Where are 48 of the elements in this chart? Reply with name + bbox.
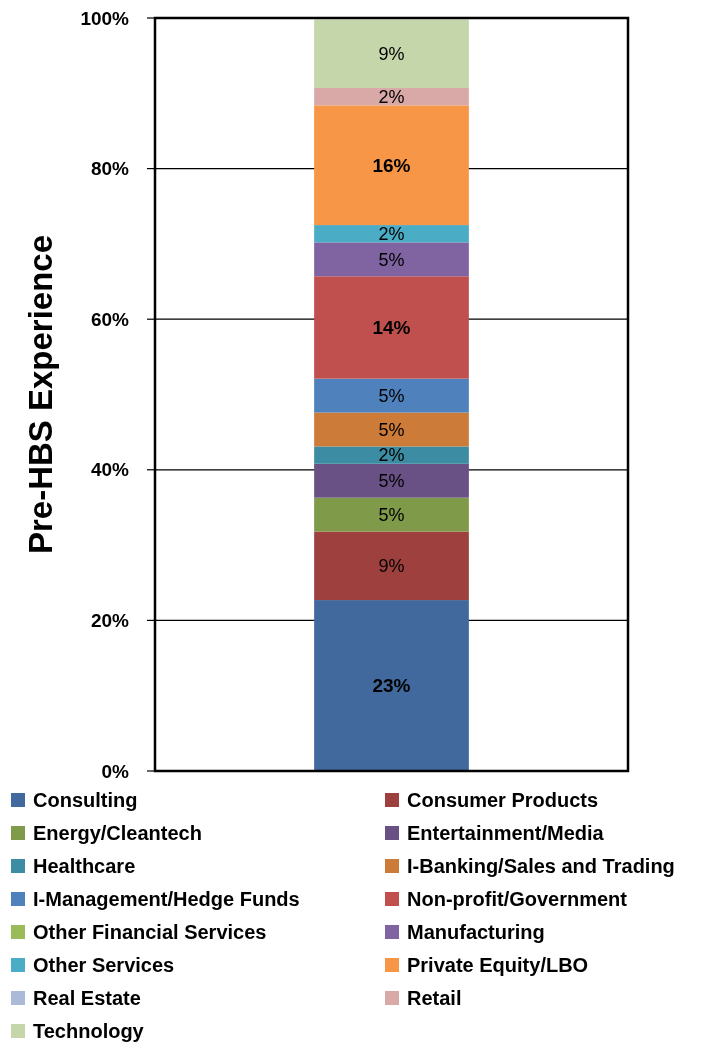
legend-label: Manufacturing bbox=[407, 921, 545, 943]
legend-label: Consumer Products bbox=[407, 789, 599, 811]
bar bbox=[314, 497, 469, 532]
legend-label: Healthcare bbox=[33, 855, 136, 877]
y-axis-title: Pre-HBS Experience bbox=[22, 234, 59, 555]
bar bbox=[314, 378, 469, 413]
y-tick-label: 60% bbox=[90, 308, 130, 330]
legend-label: Technology bbox=[33, 1020, 145, 1042]
data-label: 2% bbox=[378, 445, 405, 466]
bar bbox=[314, 88, 469, 106]
bar bbox=[314, 446, 469, 464]
y-tick-label: 0% bbox=[101, 760, 130, 782]
y-tick-label: 80% bbox=[90, 158, 130, 180]
legend-label: Retail bbox=[407, 987, 462, 1009]
data-label: 9% bbox=[378, 556, 405, 577]
data-label: 9% bbox=[378, 44, 405, 65]
bar bbox=[314, 463, 469, 498]
legend-label: I-Banking/Sales and Trading bbox=[407, 855, 675, 877]
y-tick-label: 40% bbox=[90, 459, 130, 481]
legend-label: Other Financial Services bbox=[33, 921, 267, 943]
data-label: 5% bbox=[378, 385, 405, 406]
data-label: 14% bbox=[372, 317, 411, 339]
legend-label: Energy/Cleantech bbox=[33, 822, 202, 844]
data-label: 5% bbox=[378, 419, 405, 440]
data-label: 16% bbox=[372, 154, 411, 176]
data-label: 5% bbox=[378, 471, 405, 492]
legend-label: Private Equity/LBO bbox=[407, 954, 589, 976]
legend-label: Consulting bbox=[33, 789, 138, 811]
legend-label: Non-profit/Government bbox=[407, 888, 628, 910]
y-tick-label: 100% bbox=[80, 7, 130, 29]
legend-label: Other Services bbox=[33, 954, 175, 976]
bar bbox=[314, 276, 469, 379]
legend-label: I-Management/Hedge Funds bbox=[33, 888, 300, 910]
bar bbox=[314, 19, 469, 89]
data-label: 5% bbox=[378, 504, 405, 525]
data-label: 23% bbox=[372, 675, 411, 697]
bar bbox=[314, 105, 469, 226]
legend-label: Real Estate bbox=[33, 987, 141, 1009]
data-label: 5% bbox=[378, 249, 405, 270]
data-label: 2% bbox=[378, 224, 405, 245]
legend-label: Entertainment/Media bbox=[407, 822, 605, 844]
y-tick-label: 20% bbox=[90, 610, 130, 632]
data-label: 2% bbox=[378, 86, 405, 107]
bar bbox=[314, 412, 469, 447]
bar bbox=[314, 531, 469, 601]
bar bbox=[314, 600, 469, 771]
bar bbox=[314, 225, 469, 243]
bar bbox=[314, 242, 469, 277]
